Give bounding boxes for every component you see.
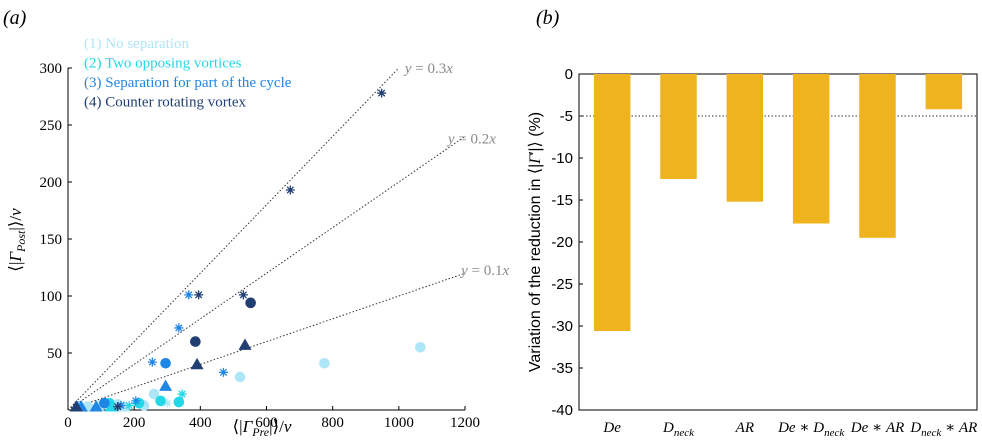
bar-category-label: De ∗ Dneck​	[777, 420, 845, 439]
scatter-ticks: 0 200 400 600 800 1000 1200 50 100 150 200 250 300	[40, 61, 481, 431]
scatter-y-axis-label: ⟨|ΓPost|⟩/ν	[6, 208, 28, 272]
scatter-point-circle	[148, 388, 160, 400]
bar-plot-frame	[578, 73, 978, 411]
scatter-point-triangle	[89, 400, 103, 412]
scatter-point-star	[377, 88, 387, 98]
bar-category-label: Dneck​	[662, 420, 695, 439]
scatter-point-circle	[99, 397, 110, 409]
scatter-point-circle	[155, 395, 166, 407]
scatter-point-star	[238, 290, 248, 300]
scatter-y-tick-label: 300	[40, 61, 63, 77]
bar	[792, 74, 830, 224]
scatter-point-star	[174, 323, 184, 333]
bar-chart-panel: 0 -5 -10 -15 -20 -25 -30 -35 -40 De Dneck​ AR De ∗ …	[527, 66, 978, 439]
scatter-point-circle	[415, 342, 426, 353]
scatter-point-star	[285, 185, 295, 195]
panel-b-label: (b)	[536, 7, 560, 29]
scatter-point-star	[184, 290, 194, 300]
scatter-y-tick-label: 150	[40, 232, 63, 248]
scatter-legend: (1) No separation (2) Two opposing vortic…	[84, 36, 292, 111]
scatter-point-star	[113, 402, 123, 412]
scatter-y-tick-label: 50	[47, 346, 62, 362]
scatter-x-tick-label: 800	[321, 415, 344, 431]
scatter-point-triangle	[190, 357, 204, 370]
scatter-point-star	[124, 400, 134, 410]
legend-entry: (3) Separation for part of the cycle	[84, 75, 292, 91]
scatter-points	[69, 88, 426, 412]
scatter-point-triangle	[238, 338, 252, 350]
scatter-x-tick-label: 0	[64, 415, 72, 431]
scatter-point-triangle	[159, 379, 173, 391]
fit-lines: y = 0.3x y = 0.2x y = 0.1x	[67, 61, 509, 411]
bar-ticks: 0 -5 -10 -15 -20 -25 -30 -35 -40	[551, 66, 977, 419]
bar-y-tick-label: -10	[551, 150, 573, 167]
scatter-point-star	[177, 389, 187, 399]
fit-line-label: y = 0.1x	[459, 263, 509, 279]
scatter-x-tick-label: 1200	[450, 415, 480, 431]
scatter-plot-panel: 0 200 400 600 800 1000 1200 50 100 150 200 250 300 y…	[6, 36, 509, 439]
scatter-x-tick-label: 200	[123, 415, 146, 431]
scatter-y-tick-label: 250	[40, 118, 63, 134]
scatter-point-circle	[190, 336, 201, 347]
bar-y-tick-label: -15	[551, 192, 573, 209]
scatter-point-triangle	[104, 400, 118, 412]
bar-y-tick-label: -20	[551, 234, 573, 251]
scatter-x-tick-label: 400	[189, 415, 212, 431]
bar	[660, 74, 697, 179]
scatter-point-circle	[245, 297, 256, 309]
bar-y-tick-label: -5	[560, 108, 573, 125]
scatter-x-tick-label: 1000	[384, 415, 414, 431]
bar-category-label: AR	[735, 420, 754, 436]
bar	[726, 74, 764, 202]
fit-line	[67, 272, 466, 411]
scatter-point-circle	[173, 396, 185, 408]
scatter-point-star	[194, 290, 204, 300]
legend-entry: (1) No separation	[84, 36, 189, 52]
fit-line	[67, 135, 466, 411]
bar-category-label: Dneck​ ∗ AR	[909, 420, 977, 439]
scatter-point-star	[218, 367, 228, 377]
panel-a-label: (a)	[3, 7, 27, 29]
scatter-point-star	[147, 357, 157, 367]
bars	[593, 74, 963, 332]
bar-y-axis-label: Variation of the reduction in ⟨|Γ′|⟩ (%)	[527, 112, 544, 372]
scatter-x-tick-label: 600	[255, 415, 278, 431]
scatter-point-star	[116, 400, 126, 410]
scatter-point-star	[131, 396, 141, 406]
scatter-y-tick-label: 200	[40, 175, 63, 191]
scatter-point-star	[162, 398, 172, 408]
bar-y-tick-label: -30	[551, 318, 573, 335]
bar-y-tick-label: -25	[551, 276, 573, 293]
legend-entry: (2) Two opposing vortices	[84, 56, 242, 72]
scatter-point-circle	[319, 357, 330, 369]
bar-category-label: De	[602, 420, 621, 436]
bar	[859, 74, 896, 238]
fit-line-label: y = 0.3x	[403, 61, 453, 77]
scatter-x-axis-label: ⟨|ΓPre|⟩/ν	[233, 417, 292, 439]
bar-y-tick-label: -40	[551, 402, 573, 419]
fit-line-label: y = 0.2x	[446, 132, 496, 148]
scatter-y-tick-label: 100	[40, 289, 63, 305]
bar	[593, 74, 631, 332]
fit-line	[67, 67, 400, 411]
bar-y-tick-label: -35	[551, 360, 573, 377]
bar-category-label: De ∗ AR	[850, 420, 905, 436]
scatter-point-triangle	[69, 400, 83, 412]
bar-y-tick-label: 0	[565, 66, 573, 83]
scatter-point-circle	[234, 371, 246, 383]
legend-entry: (4) Counter rotating vortex	[84, 95, 247, 111]
scatter-point-circle	[160, 357, 171, 369]
bar	[925, 74, 963, 110]
